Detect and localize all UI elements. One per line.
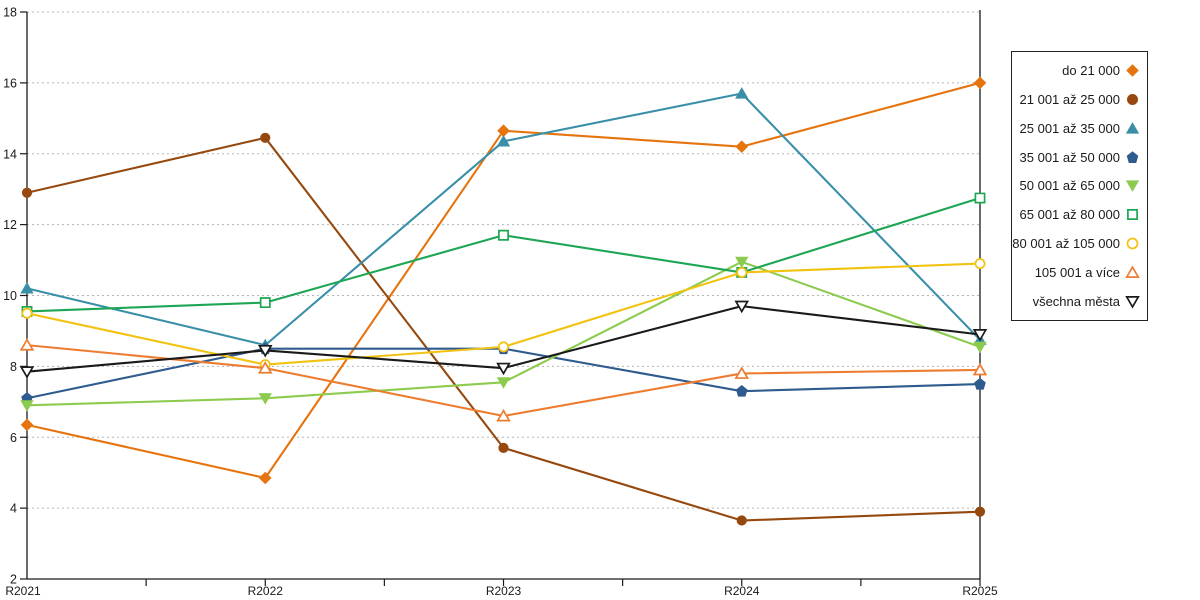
pentagon-marker-icon <box>1126 150 1139 163</box>
series-marker-6 <box>21 307 33 319</box>
triangle-down-marker-icon <box>1125 180 1140 193</box>
legend-item-4: 50 001 až 65 000 <box>1012 172 1147 199</box>
series-line-8 <box>25 305 982 373</box>
legend-label: 105 001 a více <box>1034 265 1120 281</box>
pentagon-glyph <box>1126 150 1139 163</box>
y-tick-label: 12 <box>3 218 17 232</box>
triangle-down-marker-icon <box>1125 295 1140 309</box>
series-marker-2 <box>496 134 511 147</box>
circle-marker-icon <box>1127 93 1138 105</box>
y-tick-label: 18 <box>3 6 17 20</box>
x-tick-label: R2021 <box>5 584 41 598</box>
series-marker-1 <box>974 506 986 517</box>
series-marker-4 <box>973 341 987 354</box>
legend-item-0: do 21 000 <box>1012 57 1147 84</box>
triangle-down-glyph <box>1125 295 1140 309</box>
legend-label: 35 001 až 50 000 <box>1019 149 1120 165</box>
series-marker-7 <box>972 362 988 376</box>
series-line-1 <box>25 136 982 522</box>
y-tick-label: 8 <box>10 360 17 374</box>
square-marker-icon <box>1127 209 1138 221</box>
series-marker-5 <box>259 297 271 309</box>
series-marker-2 <box>735 87 749 99</box>
triangle-up-glyph <box>1125 121 1140 134</box>
series-marker-6 <box>974 258 986 270</box>
x-tick-label: R2024 <box>724 584 760 598</box>
square-glyph <box>1127 209 1138 221</box>
series-marker-4 <box>20 400 34 412</box>
legend-label: 21 001 až 25 000 <box>1019 91 1120 107</box>
y-tick-label: 16 <box>3 76 17 90</box>
series-marker-5 <box>974 192 986 204</box>
circle-marker-icon <box>1126 237 1139 250</box>
series-marker-5 <box>498 229 509 241</box>
x-tick-label: R2025 <box>962 584 998 598</box>
x-tick-label: R2022 <box>248 584 284 598</box>
legend-item-2: 25 001 až 35 000 <box>1012 115 1147 142</box>
series-marker-2 <box>20 282 34 294</box>
triangle-up-marker-icon <box>1125 265 1140 279</box>
series-marker-0 <box>258 471 272 485</box>
series-line-5 <box>25 196 982 313</box>
x-tick-label: R2023 <box>486 584 522 598</box>
y-tick-label: 4 <box>10 502 17 516</box>
legend-item-3: 35 001 až 50 000 <box>1012 144 1147 171</box>
legend-label: 80 001 až 105 000 <box>1012 236 1120 252</box>
series-marker-8 <box>972 329 988 342</box>
series-marker-1 <box>736 515 747 526</box>
series-marker-4 <box>258 393 272 405</box>
legend-item-7: 105 001 a více <box>1012 259 1147 286</box>
series-marker-7 <box>19 338 35 351</box>
legend-label: všechna města <box>1032 293 1120 309</box>
series-marker-6 <box>736 267 748 278</box>
legend-item-6: 80 001 až 105 000 <box>1012 230 1147 257</box>
triangle-up-marker-icon <box>1125 121 1140 134</box>
series-marker-0 <box>20 418 34 432</box>
legend: do 21 000 21 001 až 25 000 25 001 až 35 00… <box>1011 51 1148 321</box>
series-marker-4 <box>735 256 749 269</box>
series-marker-1 <box>260 132 271 143</box>
series-marker-8 <box>19 366 35 379</box>
circle-glyph <box>1127 93 1138 105</box>
y-tick-label: 6 <box>10 431 17 445</box>
diamond-marker-icon <box>1126 64 1139 77</box>
series-marker-6 <box>498 341 509 353</box>
series-marker-7 <box>496 408 511 422</box>
series-marker-8 <box>257 344 273 358</box>
diamond-glyph <box>1126 64 1139 77</box>
legend-label: 25 001 až 35 000 <box>1019 120 1120 136</box>
legend-label: 65 001 až 80 000 <box>1019 207 1120 223</box>
series-marker-3 <box>974 377 986 390</box>
series-marker-4 <box>496 377 511 389</box>
y-tick-label: 14 <box>3 147 17 161</box>
series-marker-0 <box>973 76 987 90</box>
legend-label: 50 001 až 65 000 <box>1019 178 1120 194</box>
series-marker-8 <box>734 300 750 314</box>
series-marker-8 <box>496 362 511 376</box>
y-tick-label: 10 <box>3 289 17 303</box>
series-marker-1 <box>498 442 509 453</box>
triangle-down-glyph <box>1125 180 1140 193</box>
series-marker-0 <box>735 140 749 153</box>
series-marker-1 <box>21 187 33 198</box>
series-marker-3 <box>735 384 748 397</box>
legend-label: do 21 000 <box>1062 62 1120 78</box>
circle-glyph <box>1126 237 1139 250</box>
series-marker-7 <box>734 366 750 379</box>
y-tick-label: 2 <box>10 573 17 587</box>
legend-item-1: 21 001 až 25 000 <box>1012 86 1147 113</box>
triangle-up-glyph <box>1125 265 1140 279</box>
legend-item-5: 65 001 až 80 000 <box>1012 201 1147 228</box>
series-marker-7 <box>257 361 273 374</box>
legend-item-8: všechna města <box>1012 288 1147 315</box>
